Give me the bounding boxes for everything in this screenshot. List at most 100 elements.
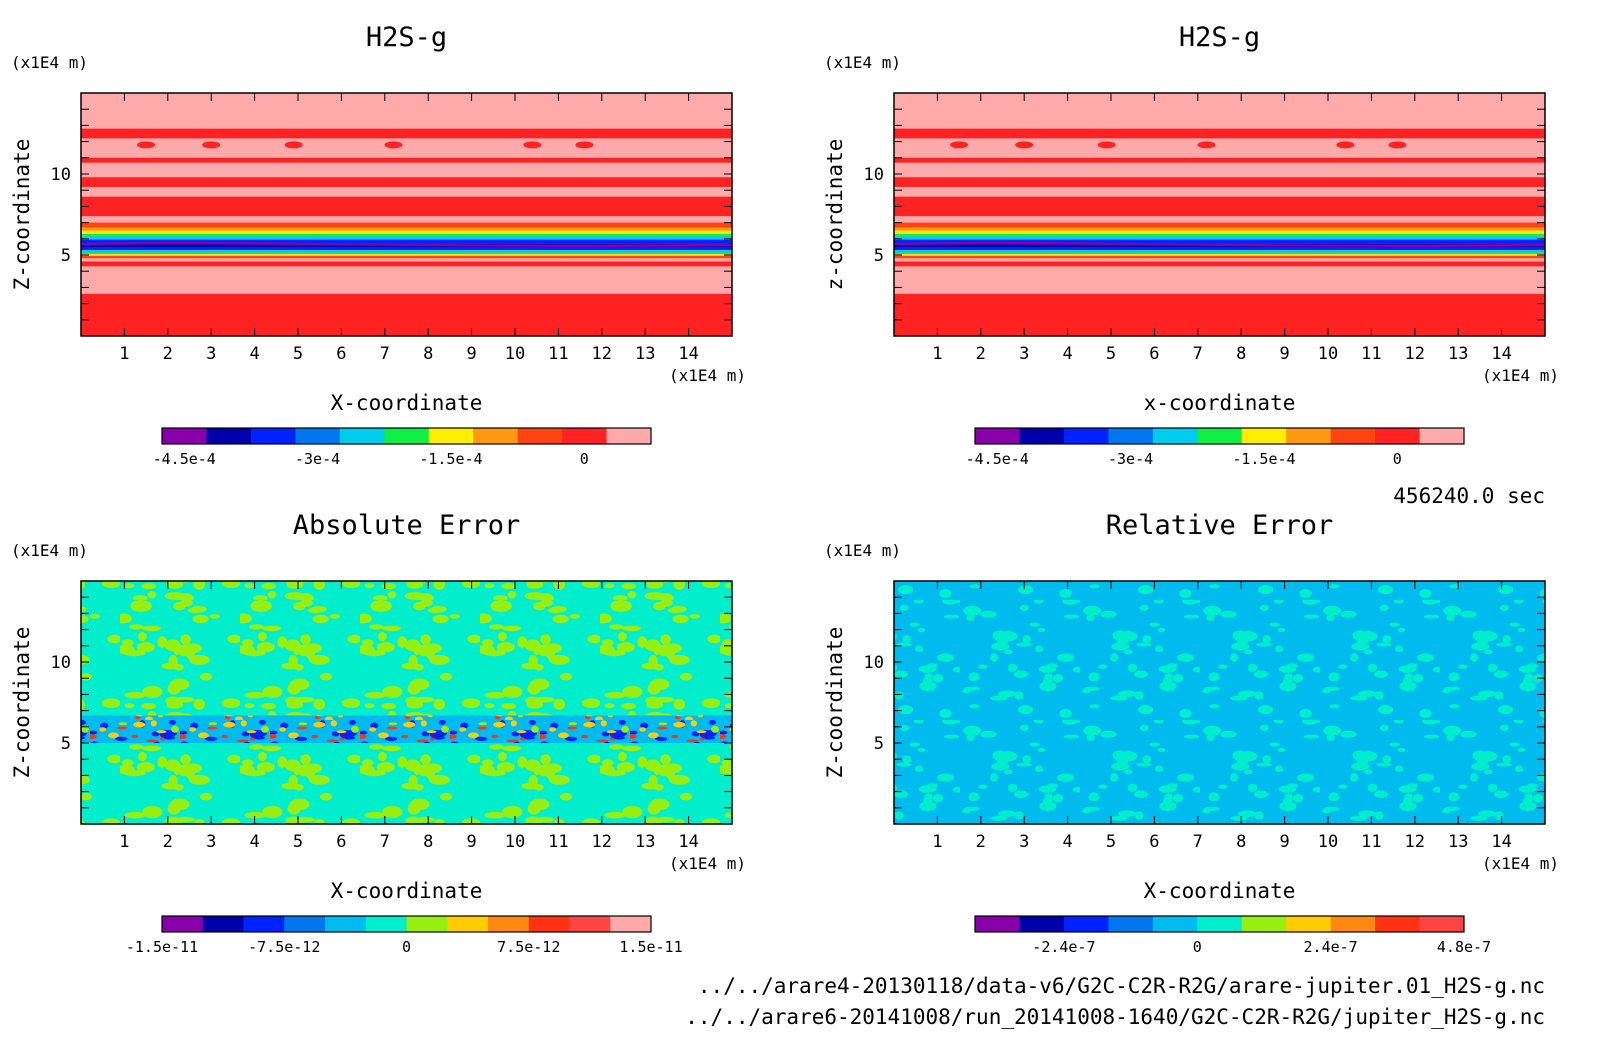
x-tick-label: 12 (592, 832, 612, 852)
field-background (894, 581, 1545, 824)
y-tick-label: 5 (874, 246, 884, 266)
x-tick-label: 3 (206, 832, 216, 852)
field-area (81, 581, 732, 824)
colorbar-swatch (1375, 428, 1421, 444)
x-tick-label: 9 (466, 832, 476, 852)
colorbar-swatch (384, 428, 430, 444)
contour-band (81, 250, 732, 253)
x-tick-label: 5 (1106, 344, 1116, 364)
x-tick-label: 1 (119, 832, 129, 852)
colorbar-frame (974, 915, 1465, 933)
x-axis-label: X-coordinate (331, 879, 483, 903)
colorbar-swatch (606, 428, 652, 444)
contour-island (1197, 141, 1216, 149)
x-tick-label: 1 (932, 344, 942, 364)
chart-title: Absolute Error (293, 510, 521, 541)
x-tick-label: 3 (1019, 832, 1029, 852)
x-tick-label: 4 (249, 832, 259, 852)
x-tick-label: 10 (505, 832, 525, 852)
contour-band (894, 247, 1545, 251)
x-tick-label: 1 (119, 344, 129, 364)
colorbar-swatch (1330, 916, 1376, 932)
contour-band (81, 230, 732, 234)
colorbar-tick-label: -3e-4 (1108, 450, 1153, 468)
colorbar-swatch (517, 428, 563, 444)
x-tick-label: 13 (1448, 344, 1468, 364)
contour-band (894, 236, 1545, 240)
colorbar-swatch (250, 428, 296, 444)
x-tick-label: 8 (1236, 832, 1246, 852)
contour-band (81, 254, 732, 256)
y-axis-label: Z-coordinate (823, 627, 847, 779)
x-tick-label: 10 (1318, 344, 1338, 364)
contour-band (894, 177, 1545, 187)
contour-island (202, 141, 221, 149)
plot-frame (80, 92, 733, 337)
x-tick-label: 14 (1491, 832, 1511, 852)
contour-island (384, 141, 403, 149)
x-tick-label: 8 (423, 344, 433, 364)
contour-band (81, 239, 732, 244)
plot-frame (893, 580, 1546, 825)
contour-band (894, 252, 1545, 255)
colorbar-swatch (1241, 428, 1287, 444)
colorbar-swatch (284, 916, 326, 932)
x-tick-label: 11 (548, 832, 568, 852)
contour-band (81, 247, 732, 251)
contour-lobe (1301, 313, 1476, 333)
time-label: 456240.0 sec (1393, 484, 1545, 508)
contour-island (1015, 141, 1034, 149)
x-tick-label: 8 (1236, 344, 1246, 364)
chart-title: H2S-g (1179, 22, 1260, 53)
x-tick-label: 13 (635, 832, 655, 852)
x-tick-label: 14 (1491, 344, 1511, 364)
colorbar-swatch (562, 428, 608, 444)
colorbar-swatch (162, 428, 207, 444)
colorbar-swatch (1286, 428, 1332, 444)
contour-band (81, 157, 732, 163)
contour-island (523, 141, 542, 149)
x-tick-label: 4 (1062, 344, 1072, 364)
colorbar-swatch (1152, 916, 1198, 932)
chart-title: Relative Error (1106, 510, 1334, 541)
x-tick-label: 9 (466, 344, 476, 364)
plot-frame (80, 580, 733, 825)
colorbar-swatch (569, 916, 611, 932)
x-tick-label: 6 (1149, 344, 1159, 364)
colorbar-swatch (202, 916, 244, 932)
colorbar-swatch (488, 916, 530, 932)
x-tick-label: 7 (380, 344, 390, 364)
colorbar-frame (974, 427, 1465, 445)
x-tick-label: 11 (1361, 832, 1381, 852)
colorbar-swatch (1241, 916, 1287, 932)
contour-lobe (198, 301, 251, 336)
colorbar-tick-label: -4.5e-4 (153, 450, 216, 468)
x-tick-label: 12 (592, 344, 612, 364)
colorbar-tick-label: -1.5e-4 (419, 450, 482, 468)
y-unit-label: (x1E4 m) (824, 541, 901, 560)
x-tick-label: 7 (1193, 344, 1203, 364)
x-axis-label: X-coordinate (1144, 879, 1296, 903)
colorbar-swatch (1197, 428, 1243, 444)
contour-band (894, 196, 1545, 217)
x-tick-label: 10 (1318, 832, 1338, 852)
contour-band (894, 254, 1545, 256)
x-tick-label: 14 (678, 832, 698, 852)
x-tick-label: 1 (932, 832, 942, 852)
colorbar-tick-label: -3e-4 (295, 450, 340, 468)
colorbar-swatch (325, 916, 367, 932)
colorbar-swatch (1063, 428, 1109, 444)
colorbar-swatch (1197, 916, 1243, 932)
contour-island (575, 141, 594, 149)
contour-band (81, 222, 732, 228)
x-tick-label: 12 (1405, 344, 1425, 364)
x-tick-label: 10 (505, 344, 525, 364)
colorbar-swatch (1286, 916, 1332, 932)
colorbar-swatch (975, 916, 1020, 932)
contour-band (894, 128, 1545, 139)
x-tick-label: 11 (548, 344, 568, 364)
contour-band (81, 252, 732, 255)
colorbar-swatch (1419, 428, 1465, 444)
